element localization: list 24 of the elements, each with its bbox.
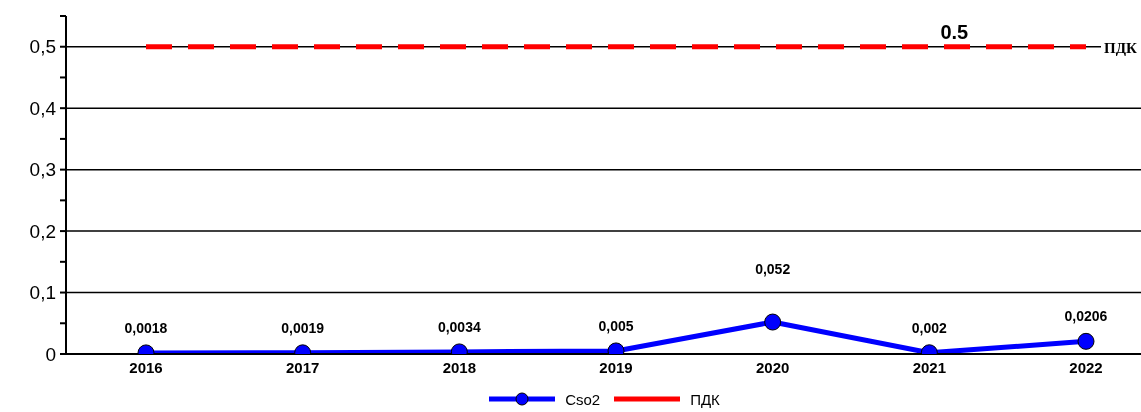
data-label: 0,052 [755, 261, 791, 278]
data-label: 0,002 [911, 319, 948, 336]
data-label: 0,0019 [281, 319, 325, 336]
x-tick-label: 2016 [129, 358, 163, 376]
y-tick-label: 0 [45, 343, 56, 365]
x-tick-label: 2021 [912, 358, 947, 376]
data-label: 0,005 [598, 317, 634, 334]
data-label: 0,0206 [1064, 308, 1108, 325]
x-tick-label: 2020 [755, 358, 790, 376]
x-tick-label: 2018 [442, 358, 477, 376]
y-tick-label: 0,4 [29, 97, 57, 119]
y-tick-label: 0,3 [29, 159, 56, 181]
annotation: ПДК [1104, 39, 1137, 56]
legend-label: ПДК [690, 390, 720, 408]
data-label: 0,0018 [124, 319, 168, 336]
legend-label: Cso2 [565, 390, 601, 408]
y-tick-label: 0,1 [29, 282, 56, 304]
data-label: 0.5 [940, 20, 969, 43]
x-tick-label: 2022 [1069, 358, 1103, 376]
y-tick-label: 0,5 [29, 36, 56, 58]
x-tick-label: 2019 [599, 358, 633, 376]
y-tick-label: 0,2 [29, 220, 56, 242]
data-label: 0,0034 [437, 318, 481, 335]
x-tick-label: 2017 [285, 358, 320, 376]
